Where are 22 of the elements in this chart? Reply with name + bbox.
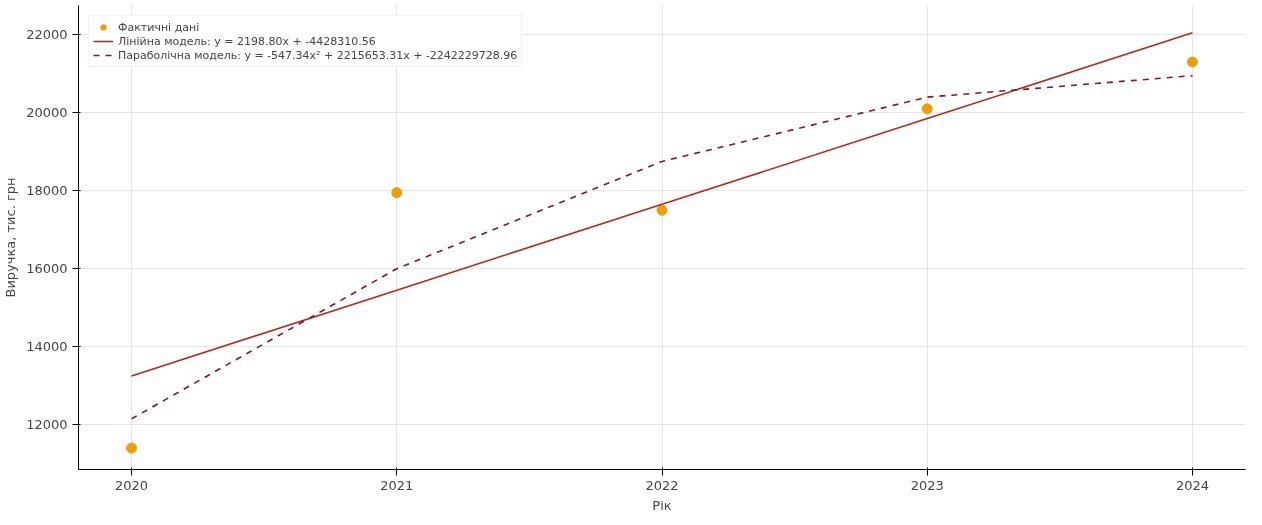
y-tick-label: 12000 — [26, 417, 68, 433]
point — [1186, 56, 1198, 68]
y-tick-label: 16000 — [26, 261, 68, 277]
legend-label: Фактичні дані — [118, 20, 200, 34]
x-tick-label: 2022 — [645, 477, 679, 493]
x-axis-title: Рік — [652, 497, 672, 513]
point — [921, 103, 933, 115]
line-series — [130, 74, 1194, 420]
x-tick-label: 2020 — [115, 477, 149, 493]
legend-label: Лінійна модель: y = 2198.80x + -4428310.56 — [118, 34, 376, 48]
y-tick-label: 22000 — [26, 27, 68, 43]
y-axis-title: Виручка, тис. грн — [3, 177, 19, 298]
point — [126, 442, 138, 454]
y-tick-label: 18000 — [26, 183, 68, 199]
point — [656, 204, 668, 216]
legend-label: Параболічна модель: y = -547.34x² + 2215653.31x + -2242229728.96 — [118, 48, 518, 62]
x-tick-label: 2021 — [380, 477, 414, 493]
y-tick-label: 14000 — [26, 339, 68, 355]
x-tick-label: 2023 — [910, 477, 944, 493]
point — [391, 187, 403, 199]
y-tick-label: 20000 — [26, 105, 68, 121]
x-tick-label: 2024 — [1175, 477, 1210, 493]
